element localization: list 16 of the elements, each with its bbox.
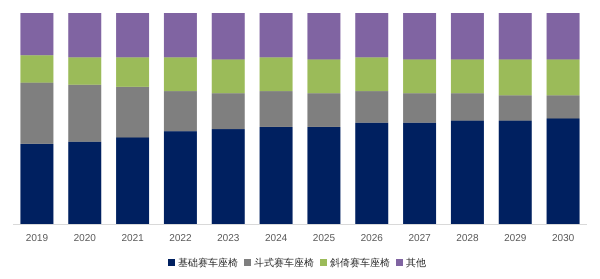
x-tick-label: 2030: [552, 233, 575, 244]
legend-label: 基础赛车座椅: [178, 257, 238, 269]
x-tick-label: 2029: [504, 233, 527, 244]
legend-label: 斜倚赛车座椅: [330, 257, 390, 269]
x-tick-label: 2021: [121, 233, 144, 244]
x-tick-label: 2026: [360, 233, 384, 244]
x-tick-label: 2028: [456, 233, 479, 244]
x-tick-label: 2019: [26, 233, 48, 244]
x-tick-label: 2022: [169, 233, 192, 244]
x-tick-label: 2027: [408, 233, 432, 244]
legend-label: 斗式赛车座椅: [254, 257, 314, 269]
x-tick-label: 2024: [264, 233, 288, 244]
legend-label: 其他: [406, 257, 426, 269]
x-tick-label: 2025: [312, 233, 336, 244]
x-tick-label: 2023: [217, 233, 240, 244]
x-tick-label: 2020: [74, 233, 96, 244]
